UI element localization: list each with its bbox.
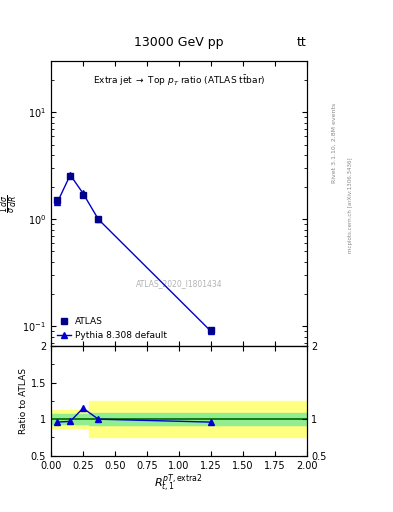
Text: mcplots.cern.ch [arXiv:1306.3436]: mcplots.cern.ch [arXiv:1306.3436] [348,157,353,252]
Line: Pythia 8.308 default: Pythia 8.308 default [54,172,214,334]
Y-axis label: $\frac{1}{\sigma}\frac{d\sigma}{dR}$: $\frac{1}{\sigma}\frac{d\sigma}{dR}$ [0,195,20,213]
Pythia 8.308 default [81,190,85,197]
Text: ATLAS_2020_I1801434: ATLAS_2020_I1801434 [136,279,222,288]
Text: 13000 GeV pp: 13000 GeV pp [134,36,224,49]
ATLAS [81,191,85,198]
Pythia 8.308 default [55,199,60,205]
ATLAS [208,327,213,333]
Text: Extra jet $\rightarrow$ Top $p_T$ ratio (ATLAS t$\bar{\mathrm{t}}$bar): Extra jet $\rightarrow$ Top $p_T$ ratio … [93,73,265,88]
Y-axis label: Ratio to ATLAS: Ratio to ATLAS [19,368,28,434]
Text: Rivet 3.1.10, 2.8M events: Rivet 3.1.10, 2.8M events [332,103,337,183]
ATLAS [96,216,101,222]
ATLAS [55,198,60,204]
Line: ATLAS: ATLAS [54,173,214,333]
Pythia 8.308 default [208,328,213,334]
Pythia 8.308 default [96,216,101,222]
ATLAS [68,173,73,179]
Legend: ATLAS, Pythia 8.308 default: ATLAS, Pythia 8.308 default [55,315,168,342]
Pythia 8.308 default [68,172,73,178]
X-axis label: $R_{t,1}^{pT,\mathrm{extra2}}$: $R_{t,1}^{pT,\mathrm{extra2}}$ [154,473,203,496]
Text: tt: tt [297,36,307,49]
